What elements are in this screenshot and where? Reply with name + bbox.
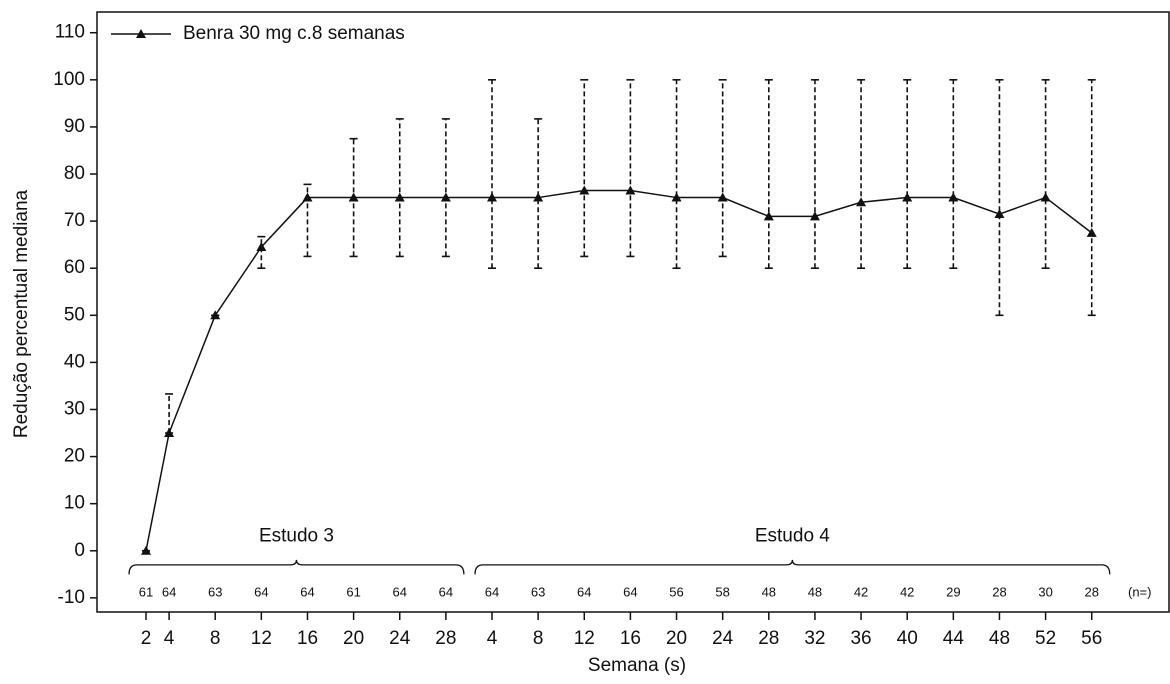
marker: [671, 192, 682, 202]
x-tick-label: 52: [1035, 628, 1056, 649]
n-label: 56: [669, 585, 683, 600]
n-label: 64: [162, 585, 176, 600]
x-tick-label: 12: [251, 628, 272, 649]
marker: [210, 310, 221, 320]
x-tick-label: 12: [574, 628, 595, 649]
x-tick-label: 2: [141, 628, 152, 649]
n-label: 63: [208, 585, 222, 600]
y-axis-title: Redução percentual mediana: [11, 189, 32, 438]
legend-marker: [136, 29, 146, 38]
n-label: 48: [762, 585, 776, 600]
marker: [902, 192, 913, 202]
n-label: 64: [577, 585, 591, 600]
marker: [348, 192, 359, 202]
n-label: 28: [1084, 585, 1098, 600]
n-label: 64: [485, 585, 499, 600]
x-tick-label: 8: [210, 628, 221, 649]
n-label: 29: [946, 585, 960, 600]
legend-label: Benra 30 mg c.8 semanas: [183, 23, 405, 44]
marker: [625, 185, 636, 195]
marker: [487, 192, 498, 202]
study-bracket: [474, 559, 1111, 575]
n-label: 64: [623, 585, 637, 600]
x-tick-label: 44: [943, 628, 965, 649]
x-axis-title: Semana (s): [588, 655, 686, 676]
y-tick-label: -10: [58, 587, 85, 608]
marker: [763, 211, 774, 221]
n-label: 63: [531, 585, 545, 600]
y-tick-label: 40: [64, 351, 85, 372]
study-bracket: [128, 559, 465, 575]
y-tick-label: 70: [64, 210, 85, 231]
plot-frame: [96, 11, 1170, 613]
x-tick-label: 4: [164, 628, 175, 649]
marker: [717, 192, 728, 202]
study-label: Estudo 3: [259, 526, 334, 547]
x-tick-label: 40: [897, 628, 918, 649]
marker: [394, 192, 405, 202]
y-tick-label: 90: [64, 116, 85, 137]
y-tick-label: 110: [55, 22, 85, 43]
n-label: 28: [992, 585, 1006, 600]
n-label: 58: [715, 585, 729, 600]
n-label: 61: [346, 585, 360, 600]
x-tick-label: 32: [804, 628, 825, 649]
marker: [141, 545, 152, 555]
n-label: 48: [808, 585, 822, 600]
x-tick-label: 28: [758, 628, 779, 649]
y-tick-label: 100: [53, 69, 85, 90]
n-label: 64: [300, 585, 314, 600]
marker: [1086, 227, 1097, 237]
marker: [1040, 192, 1051, 202]
y-tick-label: 20: [64, 446, 85, 467]
x-tick-label: 24: [712, 628, 734, 649]
marker: [256, 242, 267, 252]
n-label: 61: [139, 585, 153, 600]
n-label: 64: [254, 585, 268, 600]
study-label: Estudo 4: [755, 526, 830, 547]
x-tick-label: 36: [850, 628, 871, 649]
marker: [440, 192, 451, 202]
x-tick-label: 56: [1081, 628, 1102, 649]
y-tick-label: 30: [64, 399, 85, 420]
y-tick-label: 60: [64, 257, 85, 278]
marker: [994, 209, 1005, 219]
x-tick-label: 20: [343, 628, 364, 649]
n-label: 42: [900, 585, 914, 600]
y-tick-label: 80: [64, 163, 85, 184]
x-tick-label: 16: [620, 628, 641, 649]
n-header: (n=): [1128, 585, 1151, 600]
marker: [948, 192, 959, 202]
x-tick-label: 28: [435, 628, 456, 649]
marker: [164, 428, 175, 438]
n-label: 64: [393, 585, 407, 600]
x-tick-label: 20: [666, 628, 687, 649]
marker: [579, 185, 590, 195]
y-tick-label: 0: [74, 540, 85, 561]
x-tick-label: 4: [487, 628, 498, 649]
n-label: 64: [439, 585, 453, 600]
n-label: 30: [1038, 585, 1052, 600]
n-label: 42: [854, 585, 868, 600]
x-tick-label: 24: [389, 628, 411, 649]
marker: [533, 192, 544, 202]
marker: [856, 197, 867, 207]
marker: [809, 211, 820, 221]
x-tick-label: 16: [297, 628, 318, 649]
x-tick-label: 8: [533, 628, 544, 649]
marker: [302, 192, 313, 202]
y-tick-label: 10: [64, 493, 85, 514]
series-line: [145, 189, 1093, 551]
x-tick-label: 48: [989, 628, 1010, 649]
y-tick-label: 50: [64, 304, 85, 325]
